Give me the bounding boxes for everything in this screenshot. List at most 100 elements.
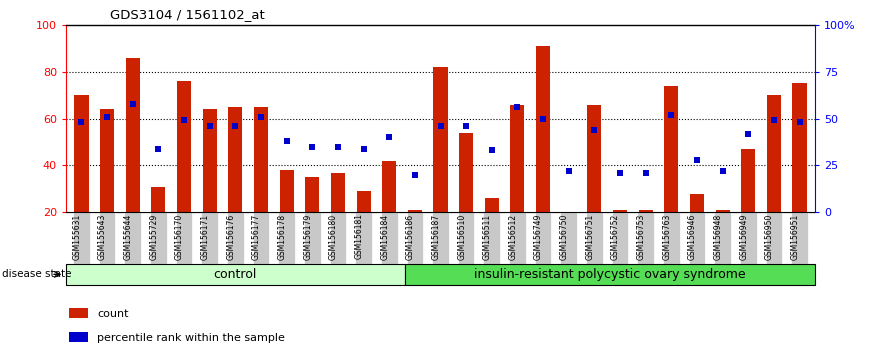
Text: GSM156179: GSM156179 — [303, 213, 312, 260]
Text: GSM156170: GSM156170 — [175, 213, 184, 260]
Text: GSM156511: GSM156511 — [483, 213, 492, 259]
Bar — [126, 58, 140, 212]
Text: insulin-resistant polycystic ovary syndrome: insulin-resistant polycystic ovary syndr… — [474, 268, 745, 281]
Text: GSM156750: GSM156750 — [559, 213, 569, 260]
Bar — [357, 191, 371, 212]
Bar — [253, 212, 270, 264]
Text: GSM156951: GSM156951 — [790, 213, 800, 260]
Point — [536, 116, 550, 121]
Bar — [228, 107, 242, 212]
Point — [459, 123, 473, 129]
Bar — [73, 212, 90, 264]
Bar — [304, 212, 321, 264]
Bar — [381, 212, 397, 264]
Bar — [227, 212, 244, 264]
Point — [305, 144, 319, 149]
Point — [74, 120, 88, 125]
Bar — [793, 84, 807, 212]
Bar — [69, 308, 88, 318]
Point — [690, 157, 704, 163]
Text: GSM156177: GSM156177 — [252, 213, 261, 260]
Bar — [305, 177, 319, 212]
Point — [741, 131, 755, 136]
Point — [279, 138, 293, 144]
Bar — [382, 161, 396, 212]
Bar — [99, 212, 115, 264]
Text: percentile rank within the sample: percentile rank within the sample — [97, 333, 285, 343]
Bar — [740, 212, 757, 264]
Bar — [329, 212, 346, 264]
Text: GSM156176: GSM156176 — [226, 213, 235, 260]
Bar — [177, 81, 191, 212]
Text: control: control — [214, 268, 257, 281]
Bar — [535, 212, 552, 264]
Text: disease state: disease state — [2, 269, 71, 279]
Bar — [175, 212, 192, 264]
Point — [331, 144, 345, 149]
Text: GSM155729: GSM155729 — [150, 213, 159, 260]
Text: GSM156180: GSM156180 — [329, 213, 338, 259]
Bar — [613, 210, 627, 212]
Bar — [484, 212, 500, 264]
Point — [588, 127, 602, 133]
Bar — [458, 212, 475, 264]
Bar — [331, 172, 345, 212]
Bar — [100, 109, 115, 212]
Text: GSM156181: GSM156181 — [354, 213, 364, 259]
Point — [100, 114, 115, 120]
Bar — [690, 194, 704, 212]
Bar — [406, 212, 423, 264]
Point — [126, 101, 140, 107]
Bar — [278, 212, 295, 264]
Text: GSM156763: GSM156763 — [663, 213, 671, 260]
Point — [433, 123, 448, 129]
Bar — [509, 212, 526, 264]
Point — [766, 118, 781, 123]
Bar — [124, 212, 141, 264]
Text: GSM156512: GSM156512 — [508, 213, 517, 259]
Text: GSM156187: GSM156187 — [432, 213, 440, 259]
Text: GSM155643: GSM155643 — [98, 213, 107, 260]
Bar — [69, 332, 88, 342]
Bar — [741, 149, 755, 212]
Point — [664, 112, 678, 118]
Bar — [586, 212, 603, 264]
Bar — [766, 95, 781, 212]
Point — [715, 168, 729, 174]
Bar — [202, 212, 218, 264]
Bar — [664, 86, 678, 212]
Bar — [150, 212, 167, 264]
Bar — [536, 46, 550, 212]
Bar — [639, 210, 653, 212]
Text: GDS3104 / 1561102_at: GDS3104 / 1561102_at — [110, 8, 265, 21]
Bar — [766, 212, 782, 264]
Bar — [355, 212, 372, 264]
Text: GSM156751: GSM156751 — [585, 213, 595, 260]
Bar — [152, 187, 166, 212]
Bar — [689, 212, 706, 264]
Text: GSM155631: GSM155631 — [72, 213, 81, 260]
Text: GSM156946: GSM156946 — [688, 213, 697, 260]
Bar — [459, 133, 473, 212]
Bar — [637, 212, 654, 264]
Text: GSM156950: GSM156950 — [765, 213, 774, 260]
Text: GSM156949: GSM156949 — [739, 213, 748, 260]
Bar — [66, 264, 404, 285]
Point — [254, 114, 268, 120]
Text: GSM156178: GSM156178 — [278, 213, 286, 259]
Bar — [408, 210, 422, 212]
Point — [177, 118, 191, 123]
Bar — [433, 212, 448, 264]
Text: GSM156749: GSM156749 — [534, 213, 543, 260]
Point — [485, 148, 499, 153]
Bar — [433, 67, 448, 212]
Point — [228, 123, 242, 129]
Bar — [611, 212, 628, 264]
Bar — [714, 212, 731, 264]
Text: GSM156171: GSM156171 — [201, 213, 210, 259]
Bar — [663, 212, 679, 264]
Bar — [560, 212, 577, 264]
Text: GSM156753: GSM156753 — [637, 213, 646, 260]
Point — [408, 172, 422, 178]
Bar — [791, 212, 808, 264]
